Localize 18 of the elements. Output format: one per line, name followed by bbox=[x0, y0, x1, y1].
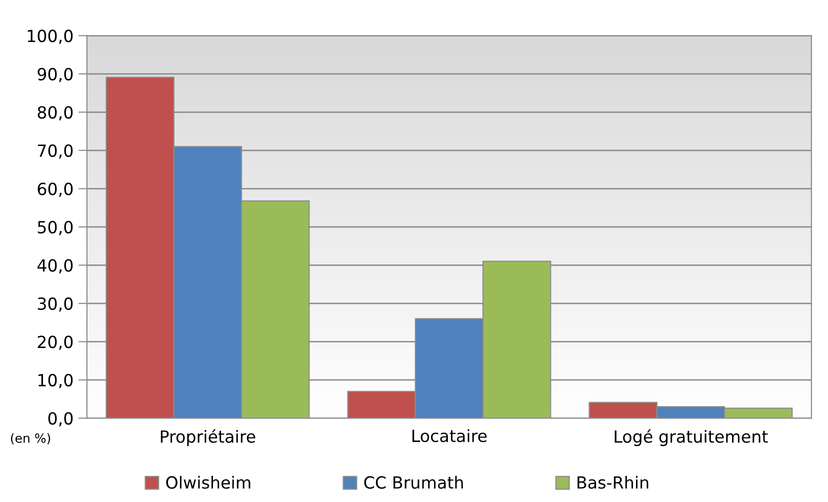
y-tick-label: 30,0 bbox=[38, 297, 73, 312]
legend-label: Olwisheim bbox=[166, 476, 250, 489]
legend-label: Bas-Rhin bbox=[578, 476, 648, 489]
y-tick-label: 100,0 bbox=[28, 30, 73, 44]
y-tick-label: 40,0 bbox=[37, 259, 73, 274]
x-tick-label: Propriétaire bbox=[160, 429, 256, 446]
y-tick-label: 70,0 bbox=[38, 144, 73, 159]
y-tick-label: 20,0 bbox=[38, 336, 73, 350]
x-tick-label: Logé gratuitement bbox=[614, 429, 768, 446]
y-tick-label: 0,0 bbox=[48, 412, 73, 426]
y-tick-label: 60,0 bbox=[38, 182, 73, 197]
y-tick-label: 10,0 bbox=[38, 374, 73, 388]
y-tick-label: 80,0 bbox=[38, 106, 73, 120]
x-tick-label: Locataire bbox=[412, 429, 487, 442]
y-tick-label: 90,0 bbox=[38, 68, 73, 82]
legend-label: CC Brumath bbox=[364, 476, 463, 489]
y-tick-label: 50,0 bbox=[38, 220, 73, 236]
text: (en %) bbox=[11, 433, 50, 444]
